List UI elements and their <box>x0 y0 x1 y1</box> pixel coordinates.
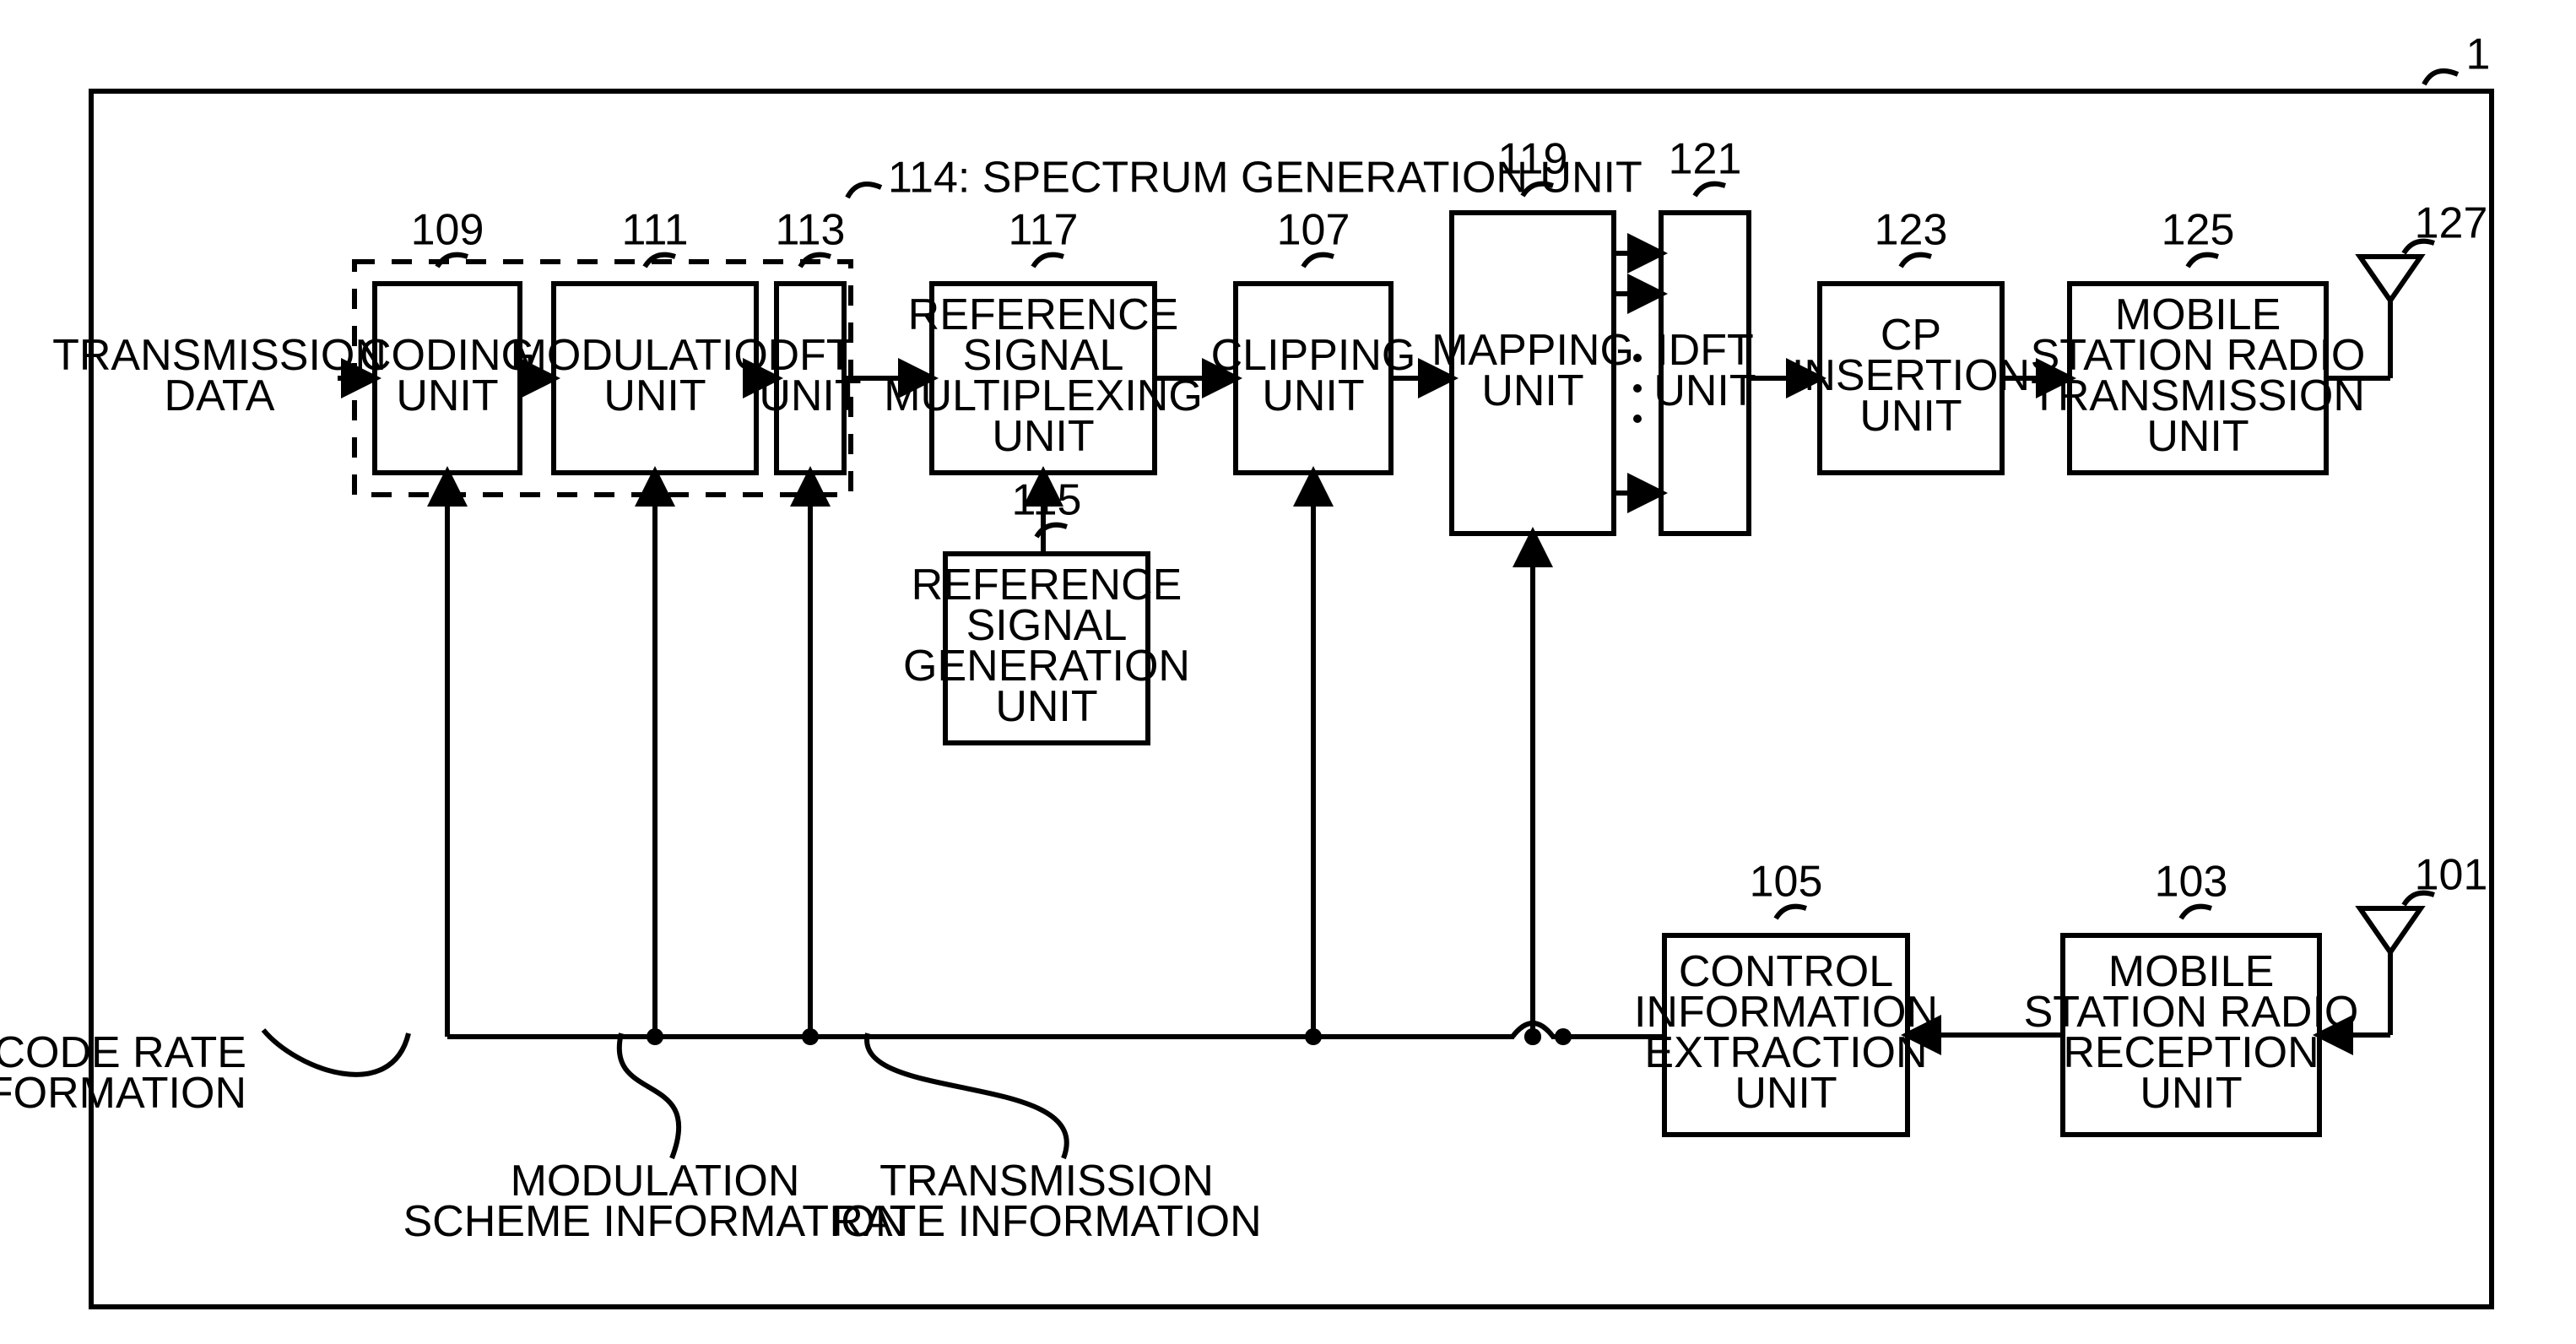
svg-text:125: 125 <box>2162 206 2235 255</box>
svg-text:DFTUNIT: DFTUNIT <box>759 331 861 420</box>
svg-text:121: 121 <box>1669 135 1742 184</box>
svg-text:CODE RATEINFORMATION: CODE RATEINFORMATION <box>0 1028 246 1118</box>
svg-text:119: 119 <box>1498 135 1568 184</box>
svg-text:117: 117 <box>1009 206 1079 255</box>
svg-text:103: 103 <box>2155 858 2228 907</box>
svg-text:109: 109 <box>411 206 484 255</box>
svg-text:105: 105 <box>1750 858 1823 907</box>
svg-text:127: 127 <box>2415 199 2488 248</box>
svg-text:TRANSMISSIONDATA: TRANSMISSIONDATA <box>52 331 387 420</box>
svg-text:107: 107 <box>1277 206 1350 255</box>
block-diagram: 1114: SPECTRUM GENERATION UNITCODINGUNIT… <box>0 0 2576 1344</box>
svg-text:1: 1 <box>2466 30 2491 79</box>
svg-text:123: 123 <box>1875 206 1948 255</box>
svg-text:111: 111 <box>621 206 688 255</box>
svg-text:101: 101 <box>2415 851 2488 900</box>
svg-text:IDFTUNIT: IDFTUNIT <box>1653 326 1756 415</box>
svg-text:115: 115 <box>1012 476 1082 525</box>
svg-text:113: 113 <box>776 206 846 255</box>
svg-text:TRANSMISSIONRATE INFORMATION: TRANSMISSIONRATE INFORMATION <box>831 1157 1261 1246</box>
